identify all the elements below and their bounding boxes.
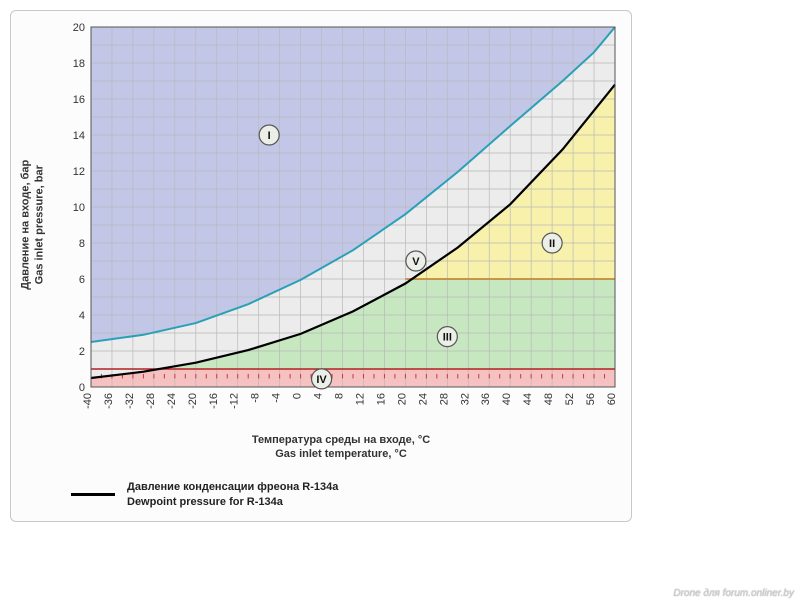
svg-text:-28: -28: [145, 393, 157, 409]
svg-text:4: 4: [79, 310, 85, 322]
svg-text:48: 48: [543, 393, 555, 405]
svg-text:IV: IV: [316, 374, 327, 386]
x-axis-label-ru: Температура среды на входе, °C: [252, 434, 430, 446]
svg-text:20: 20: [396, 393, 408, 405]
chart-panel: Давление на входе, бар Gas inlet pressur…: [10, 10, 632, 522]
svg-text:-40: -40: [82, 393, 94, 409]
svg-text:12: 12: [354, 393, 366, 405]
svg-text:16: 16: [375, 393, 387, 405]
svg-text:24: 24: [417, 393, 429, 405]
y-axis-label-ru: Давление на входе, бар: [19, 160, 31, 290]
svg-text:60: 60: [606, 393, 618, 405]
svg-text:-20: -20: [187, 393, 199, 409]
svg-text:-4: -4: [271, 393, 283, 403]
legend-text-en: Dewpoint pressure for R-134a: [127, 496, 283, 508]
svg-text:0: 0: [79, 382, 85, 394]
svg-text:14: 14: [73, 130, 85, 142]
svg-text:44: 44: [522, 393, 534, 405]
svg-text:-12: -12: [229, 393, 241, 409]
svg-text:40: 40: [501, 393, 513, 405]
svg-text:6: 6: [79, 274, 85, 286]
svg-text:V: V: [412, 256, 420, 268]
svg-text:10: 10: [73, 202, 85, 214]
svg-text:-24: -24: [166, 393, 178, 409]
svg-text:28: 28: [438, 393, 450, 405]
chart-plot: 02468101214161820-40-36-32-28-24-20-16-1…: [61, 21, 621, 441]
legend: Давление конденсации фреона R-134a Dewpo…: [71, 480, 338, 509]
page: { "meta": { "width": 800, "height": 601 …: [0, 0, 800, 601]
svg-text:8: 8: [79, 238, 85, 250]
svg-text:36: 36: [480, 393, 492, 405]
svg-text:-16: -16: [208, 393, 220, 409]
y-axis-label-en: Gas inlet pressure, bar: [33, 165, 45, 284]
y-axis-label-wrap: Давление на входе, бар Gas inlet pressur…: [23, 71, 43, 371]
watermark: Drone для forum.onliner.by: [673, 588, 794, 599]
svg-text:20: 20: [73, 22, 85, 34]
svg-text:32: 32: [459, 393, 471, 405]
svg-text:52: 52: [564, 393, 576, 405]
svg-text:18: 18: [73, 58, 85, 70]
svg-text:16: 16: [73, 94, 85, 106]
svg-text:2: 2: [79, 346, 85, 358]
legend-line-swatch: [71, 493, 115, 496]
svg-text:4: 4: [313, 393, 325, 399]
legend-text-ru: Давление конденсации фреона R-134a: [127, 481, 338, 493]
svg-text:III: III: [443, 332, 452, 344]
x-axis-label-en: Gas inlet temperature, °C: [275, 448, 407, 460]
svg-text:-32: -32: [124, 393, 136, 409]
svg-text:I: I: [268, 130, 271, 142]
svg-text:-8: -8: [250, 393, 262, 403]
svg-text:12: 12: [73, 166, 85, 178]
svg-text:8: 8: [334, 393, 346, 399]
svg-text:-36: -36: [103, 393, 115, 409]
legend-text: Давление конденсации фреона R-134a Dewpo…: [127, 480, 338, 509]
svg-text:0: 0: [292, 393, 304, 399]
y-axis-label: Давление на входе, бар Gas inlet pressur…: [19, 75, 47, 375]
svg-text:56: 56: [585, 393, 597, 405]
svg-text:II: II: [549, 238, 555, 250]
x-axis-label: Температура среды на входе, °C Gas inlet…: [161, 433, 521, 462]
